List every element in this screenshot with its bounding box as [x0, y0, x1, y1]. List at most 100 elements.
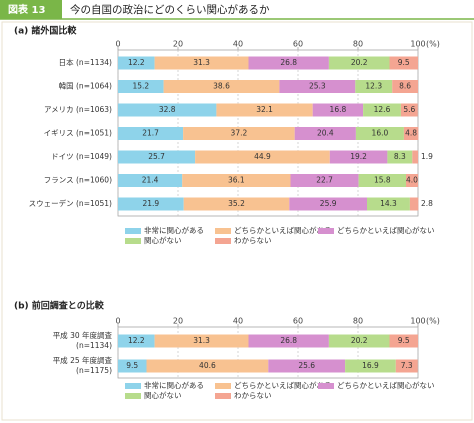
x-tick-label: 40	[233, 317, 243, 326]
bar-segment	[389, 334, 418, 348]
header-badge	[0, 0, 62, 19]
header-label: 図表 13	[8, 3, 45, 16]
value-label: 16.0	[372, 129, 389, 138]
bar-segment	[118, 56, 155, 70]
value-label: 9.5	[126, 361, 138, 370]
value-label: 26.8	[280, 58, 297, 67]
bar-segment	[118, 334, 155, 348]
value-label: 25.6	[298, 361, 315, 370]
category-label: イギリス (n=1051)	[44, 129, 112, 138]
value-label: 31.3	[193, 58, 210, 67]
bar-segment	[328, 56, 390, 70]
x-tick-label: 20	[173, 40, 183, 49]
value-label: 12.6	[374, 105, 391, 114]
bar-segment	[118, 174, 183, 187]
bar-segment	[118, 80, 164, 93]
value-label: 12.2	[128, 336, 145, 345]
x-tick-label: 80	[353, 40, 363, 49]
value-label: 4.0	[406, 176, 418, 185]
value-label: 9.5	[398, 336, 410, 345]
value-label: 15.2	[132, 82, 149, 91]
value-label: 21.4	[142, 176, 159, 185]
chart-title: (b) 前回調査との比較	[14, 300, 105, 312]
legend-label: 関心がない	[144, 235, 182, 245]
legend-label: どちらかといえば関心がある	[234, 225, 332, 235]
value-label: 5.6	[403, 105, 415, 114]
value-label: 7.3	[401, 361, 413, 370]
legend-label: 非常に関心がある	[144, 380, 204, 390]
legend-label: どちらかといえば関心がない	[337, 380, 435, 390]
category-label: アメリカ (n=1063)	[44, 105, 112, 114]
value-label: 14.3	[380, 199, 397, 208]
bar-segment	[363, 103, 401, 117]
bar-segment	[248, 56, 329, 70]
bar-segment	[248, 334, 329, 348]
value-label: 15.8	[374, 176, 391, 185]
legend-label: どちらかといえば関心がある	[234, 380, 332, 390]
value-label: 2.8	[421, 199, 433, 208]
bar-segment	[118, 150, 196, 164]
bar-segment	[154, 334, 249, 348]
bar-segment	[328, 334, 390, 348]
value-label: 21.7	[142, 129, 159, 138]
legend-swatch	[125, 383, 141, 389]
bar-segment	[118, 197, 184, 211]
bar-segment	[409, 197, 419, 211]
x-tick-label: 60	[293, 40, 303, 49]
legend-swatch	[215, 228, 231, 234]
category-label: 平成 25 年度調査	[53, 355, 113, 365]
value-label: 20.2	[351, 58, 368, 67]
category-label: ドイツ (n=1049)	[51, 152, 112, 161]
category-label: フランス (n=1060)	[44, 176, 112, 185]
legend-label: どちらかといえば関心がない	[337, 225, 435, 235]
legend-swatch	[125, 238, 141, 244]
value-label: 32.1	[256, 105, 273, 114]
value-label: 22.7	[316, 176, 333, 185]
legend-swatch	[318, 228, 334, 234]
value-label: 35.2	[228, 199, 245, 208]
value-label: 16.8	[330, 105, 347, 114]
bar-segment	[183, 197, 290, 211]
legend-swatch	[318, 383, 334, 389]
bar-segment	[290, 174, 359, 187]
value-label: 20.2	[351, 336, 368, 345]
axis-unit: (%)	[426, 317, 440, 326]
legend-label: わからない	[234, 391, 272, 400]
x-tick-label: 100	[410, 317, 425, 326]
bar-segment	[163, 80, 280, 93]
chart-title: (a) 諸外国比較	[14, 25, 77, 37]
bar-segment	[355, 80, 393, 93]
value-label: 26.8	[280, 336, 297, 345]
bar-segment	[216, 103, 313, 117]
bar-segment	[395, 359, 418, 373]
x-tick-label: 40	[233, 40, 243, 49]
value-label: 12.3	[365, 82, 382, 91]
bar-segment	[329, 150, 388, 164]
value-label: 8.3	[394, 152, 406, 161]
value-label: 25.7	[148, 152, 165, 161]
value-label: 38.6	[213, 82, 230, 91]
legend-swatch	[215, 238, 231, 244]
legend-label: わからない	[234, 236, 272, 245]
value-label: 25.3	[309, 82, 326, 91]
bar-segment	[279, 80, 356, 93]
bar-segment	[345, 359, 396, 373]
value-label: 20.4	[317, 129, 334, 138]
bar-segment	[154, 56, 249, 70]
value-label: 8.6	[399, 82, 411, 91]
value-label: 19.2	[350, 152, 367, 161]
x-tick-label: 20	[173, 317, 183, 326]
content-frame	[1, 21, 473, 421]
value-label: 31.3	[193, 336, 210, 345]
value-label: 16.9	[362, 361, 379, 370]
bar-segment	[294, 127, 356, 140]
bar-segment	[392, 80, 418, 93]
bar-segment	[387, 150, 413, 164]
x-tick-label: 60	[293, 317, 303, 326]
value-label: 32.8	[159, 105, 176, 114]
legend-swatch	[215, 383, 231, 389]
legend-label: 非常に関心がある	[144, 225, 204, 235]
bar-segment	[183, 127, 295, 140]
bar-segment	[412, 150, 418, 164]
bar-segment	[312, 103, 364, 117]
